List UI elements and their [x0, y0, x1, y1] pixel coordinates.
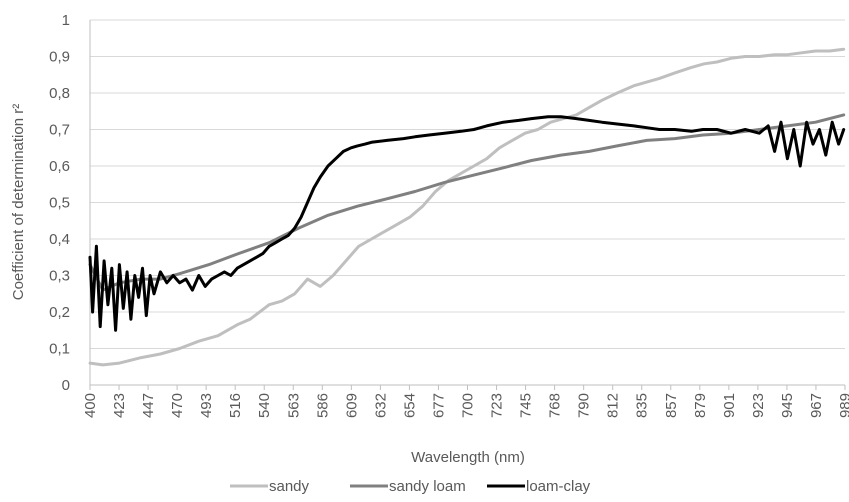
x-tick-label: 723	[489, 393, 506, 418]
series-lines	[88, 47, 846, 367]
x-tick-label: 400	[82, 393, 99, 418]
x-tick-label: 745	[518, 393, 535, 418]
x-tick-label: 632	[372, 393, 389, 418]
x-tick-label: 923	[750, 393, 767, 418]
x-tick-label: 790	[576, 393, 593, 418]
x-tick-label: 901	[721, 393, 738, 418]
x-tick-label: 945	[779, 393, 796, 418]
x-tick-label: 967	[808, 393, 825, 418]
x-tick-label: 677	[430, 393, 447, 418]
legend-label: sandy loam	[389, 478, 466, 495]
x-tick-label: 447	[140, 393, 157, 418]
x-tick-label: 768	[547, 393, 564, 418]
y-tick-label: 0,6	[49, 158, 70, 175]
y-tick-label: 0	[62, 377, 70, 394]
x-tick-label: 516	[227, 393, 244, 418]
y-tick-label: 0,8	[49, 85, 70, 102]
y-tick-label: 0,7	[49, 122, 70, 139]
legend-label: sandy	[269, 478, 310, 495]
series-line-loam-clay	[88, 115, 846, 332]
y-axis-title: Coefficient of determination r²	[10, 104, 27, 301]
x-tick-label: 563	[285, 393, 302, 418]
gridlines	[90, 19, 845, 349]
series-line-sandy	[88, 47, 846, 367]
x-tick-label: 835	[634, 393, 651, 418]
y-tick-label: 0,3	[49, 268, 70, 285]
x-tick-label: 857	[663, 393, 680, 418]
y-tick-label: 0,9	[49, 49, 70, 66]
x-tick-label: 700	[460, 393, 477, 418]
legend: sandy sandy loam loam-clay	[230, 478, 591, 495]
y-tick-label: 0,5	[49, 195, 70, 212]
x-tick-label: 812	[605, 393, 622, 418]
y-tick-label: 0,1	[49, 341, 70, 358]
x-tick-label: 423	[111, 393, 128, 418]
y-tick-label: 0,4	[49, 231, 70, 248]
x-tick-label: 654	[401, 393, 418, 418]
x-axis-title: Wavelength (nm)	[411, 449, 525, 466]
legend-label: loam-clay	[526, 478, 591, 495]
x-tick-label: 470	[169, 393, 186, 418]
y-axis-tick-labels: 0 0,1 0,2 0,3 0,4 0,5 0,6 0,7 0,8 0,9 1	[49, 12, 70, 394]
y-tick-label: 0,2	[49, 304, 70, 321]
x-tick-label: 989	[837, 393, 849, 418]
y-tick-label: 1	[62, 12, 70, 29]
x-tick-label: 540	[256, 393, 273, 418]
x-axis-tick-labels: 400 423 447 470 493 516 540 563 586 609 632 654 677 7…	[82, 385, 849, 418]
x-tick-label: 609	[343, 393, 360, 418]
x-tick-label: 586	[314, 393, 331, 418]
x-tick-label: 493	[198, 393, 215, 418]
x-tick-label: 879	[692, 393, 709, 418]
